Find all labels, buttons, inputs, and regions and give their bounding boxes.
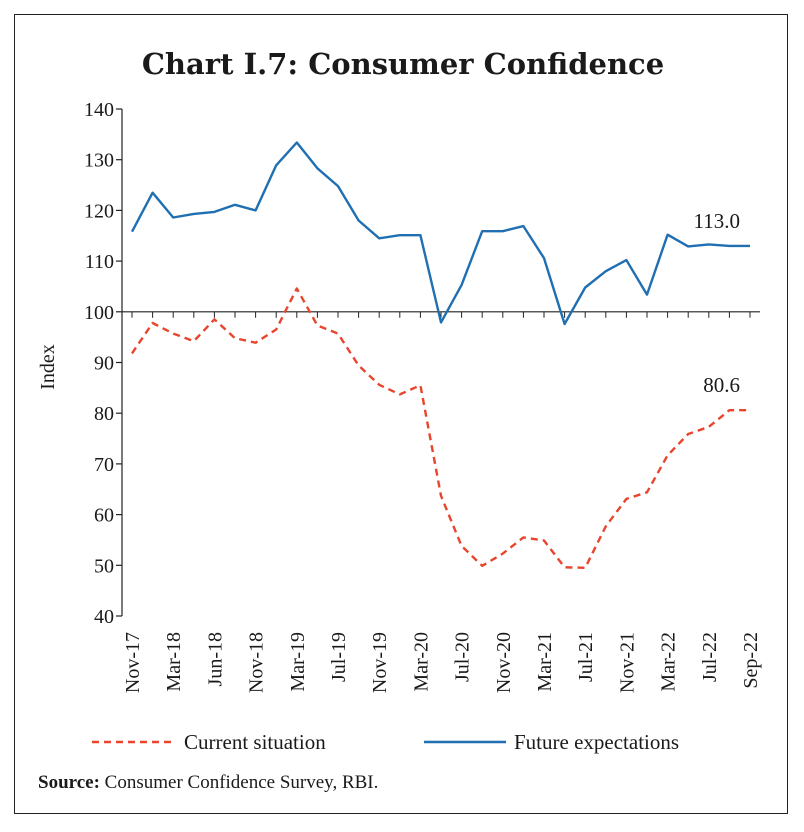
- y-tick-label: 90: [94, 353, 114, 375]
- series-line-future-expectations: [130, 141, 750, 326]
- y-tick-label: 70: [94, 454, 114, 476]
- legend-label-current-situation: Current situation: [184, 730, 326, 754]
- x-tick-label: Nov-21: [616, 632, 638, 693]
- source-label: Source:: [38, 772, 100, 793]
- y-tick-label: 140: [84, 99, 114, 121]
- end-value-label: 80.6: [703, 373, 740, 397]
- x-tick-label: Mar-19: [287, 632, 309, 692]
- y-tick-label: 100: [84, 302, 114, 324]
- x-tick-label: Jul-20: [452, 632, 474, 682]
- legend-label-future-expectations: Future expectations: [514, 730, 679, 754]
- x-tick-label: Nov-17: [122, 632, 144, 693]
- y-tick-label: 50: [94, 555, 114, 577]
- chart-title: Chart I.7: Consumer Confidence: [142, 47, 664, 81]
- x-tick-label: Nov-19: [369, 632, 391, 693]
- y-tick-label: 80: [94, 403, 114, 425]
- x-tick-label: Jul-22: [699, 632, 721, 682]
- legend: Current situation Future expectations: [92, 730, 679, 754]
- x-tick-label: Mar-21: [534, 632, 556, 692]
- y-ticks: 40 50 60 70 80 90 100 110 120 130 140: [84, 99, 122, 628]
- x-tick-label: Jul-19: [328, 632, 350, 682]
- source-text: Consumer Confidence Survey, RBI.: [104, 772, 379, 793]
- x-tick-label: Mar-22: [658, 632, 680, 692]
- y-tick-label: 60: [94, 505, 114, 527]
- series-layer: 80.6 113.0: [130, 141, 750, 569]
- y-tick-label: 110: [85, 251, 114, 273]
- y-tick-label: 120: [84, 200, 114, 222]
- x-tick-label: Mar-18: [163, 632, 185, 692]
- source-note: Source: Consumer Confidence Survey, RBI.: [38, 772, 378, 794]
- x-ticks: Nov-17 Mar-18 Jun-18 Nov-18 Mar-19 Jul-19 Nov-…: [122, 311, 762, 693]
- end-value-label: 113.0: [694, 209, 740, 233]
- x-tick-label: Sep-22: [740, 632, 762, 689]
- x-tick-label: Nov-18: [246, 632, 268, 693]
- x-tick-label: Mar-20: [410, 632, 432, 692]
- y-axis-label: Index: [37, 344, 59, 390]
- y-tick-label: 130: [84, 150, 114, 172]
- series-line-current-situation: [131, 287, 750, 569]
- x-tick-label: Nov-20: [493, 632, 515, 693]
- x-tick-label: Jul-21: [575, 632, 597, 682]
- x-tick-label: Jun-18: [204, 632, 226, 686]
- chart-frame: [14, 14, 788, 814]
- axes: [121, 109, 760, 616]
- y-tick-label: 40: [94, 606, 114, 628]
